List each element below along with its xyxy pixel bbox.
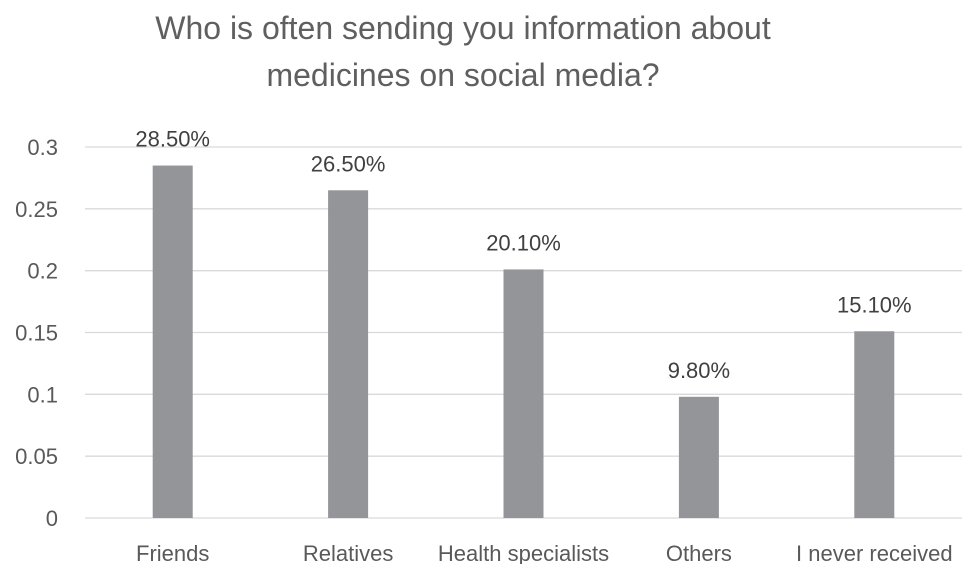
bar <box>854 331 895 518</box>
y-tick-label: 0.25 <box>15 197 58 222</box>
y-tick-label: 0.15 <box>15 321 58 346</box>
data-label: 20.10% <box>486 230 561 255</box>
y-tick-label: 0.2 <box>27 259 58 284</box>
x-axis-category-labels: Friends Relatives Health specialists Others… <box>136 541 953 564</box>
bar <box>152 165 193 519</box>
data-label: 9.80% <box>668 358 730 383</box>
chart-title: Who is often sending you information abo… <box>155 10 771 93</box>
data-label: 15.10% <box>837 292 912 317</box>
bar <box>678 396 719 518</box>
chart-title-line-1: Who is often sending you information abo… <box>155 10 771 46</box>
y-tick-label: 0.3 <box>27 135 58 160</box>
bar <box>503 269 544 518</box>
x-category-label: Friends <box>136 541 209 564</box>
y-tick-label: 0 <box>46 506 58 531</box>
data-label: 26.50% <box>311 151 386 176</box>
x-category-label: Health specialists <box>438 541 609 564</box>
y-axis-tick-labels: 0 0.05 0.1 0.15 0.2 0.25 0.3 <box>15 135 58 531</box>
data-label: 28.50% <box>135 127 210 152</box>
chart-title-line-2: medicines on social media? <box>266 57 659 93</box>
bar <box>328 190 369 519</box>
y-tick-label: 0.1 <box>27 382 58 407</box>
x-category-label: Others <box>666 541 732 564</box>
x-category-label: Relatives <box>303 541 393 564</box>
bars <box>152 165 895 519</box>
y-tick-label: 0.05 <box>15 444 58 469</box>
data-labels: 28.50% 26.50% 20.10% 9.80% 15.10% <box>135 127 911 383</box>
x-category-label: I never received <box>796 541 953 564</box>
